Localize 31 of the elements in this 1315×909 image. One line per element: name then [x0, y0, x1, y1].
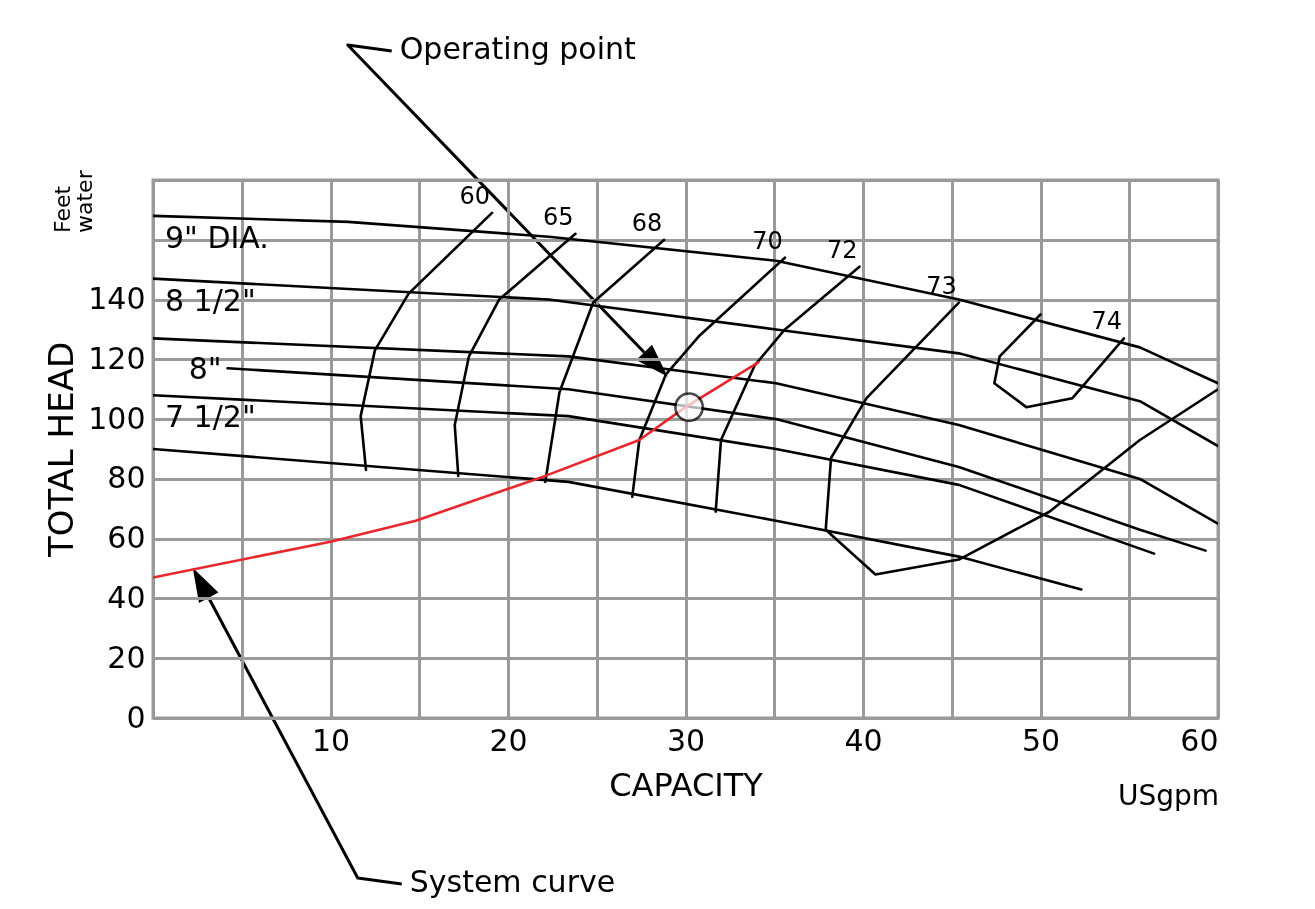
- y-tick-label: 100: [88, 400, 146, 436]
- series-label: 73: [926, 271, 957, 300]
- text: Feet water: [50, 169, 97, 233]
- series-label: 60: [459, 181, 491, 210]
- x-tick-label: 60: [1180, 722, 1219, 758]
- x-tick-label: 40: [844, 722, 883, 758]
- y-tick-label: 120: [88, 340, 146, 376]
- series-label: 72: [826, 235, 858, 264]
- series-label: 9" DIA.: [165, 219, 269, 255]
- series-label: 8 1/2": [165, 282, 256, 318]
- text: USgpm: [1117, 779, 1219, 812]
- y-tick-label: 80: [107, 460, 146, 496]
- x-axis-title: CAPACITY: [609, 765, 764, 804]
- x-tick-label: 30: [666, 722, 706, 758]
- series-label: 65: [542, 202, 574, 231]
- y-tick-label: 140: [88, 281, 146, 317]
- y-tick-label: 40: [107, 579, 146, 615]
- series-label: 8": [188, 351, 222, 387]
- x-tick-label: 20: [489, 722, 528, 758]
- series-label: 70: [752, 226, 783, 255]
- x-tick-label: 10: [311, 722, 351, 758]
- series-label: 68: [631, 208, 663, 237]
- y-axis-title: TOTAL HEAD: [41, 341, 82, 559]
- series-label: 74: [1091, 307, 1122, 336]
- y-tick-label: 60: [107, 520, 146, 556]
- text: Operating point: [399, 31, 636, 66]
- series-label: 7 1/2": [165, 399, 256, 435]
- y-tick-label: 0: [126, 699, 146, 735]
- x-tick-label: 50: [1021, 722, 1061, 758]
- y-tick-label: 20: [107, 639, 146, 675]
- text: System curve: [409, 864, 616, 899]
